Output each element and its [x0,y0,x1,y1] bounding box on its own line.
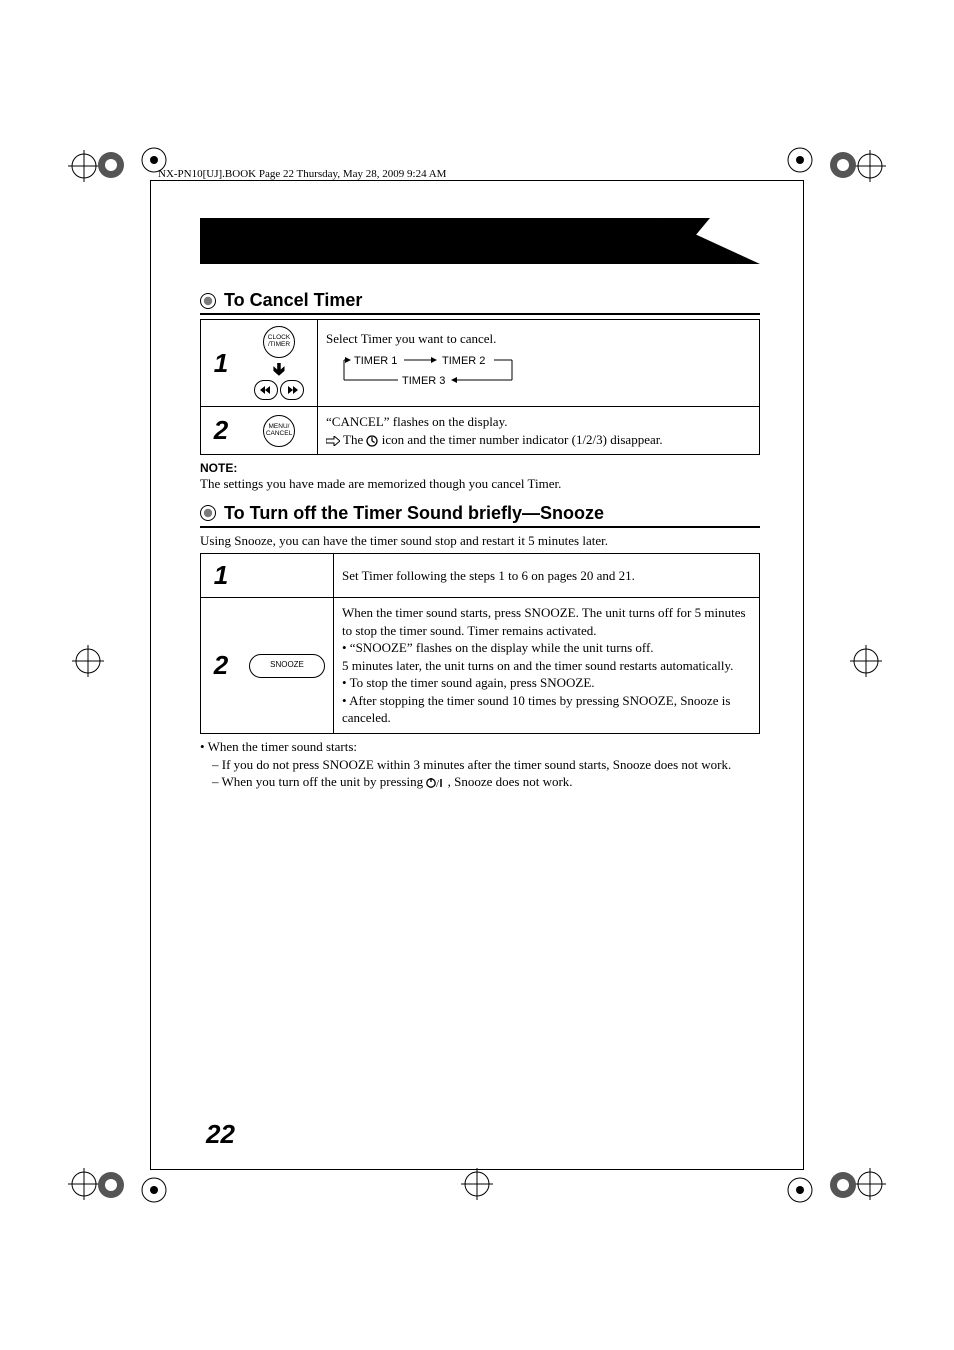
crop-bead-icon [140,1176,168,1204]
cancel-timer-table: 1 CLOCK /TIMER 🢃 Select Time [200,319,760,455]
footnote: • When the timer sound starts: [200,738,760,756]
cancel-result-text: The icon and the timer number indicator … [326,431,751,449]
footnote: – When you turn off the unit by pressing… [200,773,760,791]
prev-track-icon [254,380,278,400]
snooze-button-icon: SNOOZE [249,654,325,678]
step-body: Select Timer you want to cancel. TIMER 1… [318,320,760,407]
power-standby-icon: / [426,777,444,789]
crop-donut-icon [828,150,858,180]
step-number: 1 [201,320,242,407]
result-arrow-icon [326,436,340,446]
bullet-icon [200,293,216,309]
crop-mark-icon [854,1168,886,1200]
crop-mark-icon [850,645,882,677]
clock-timer-button-icon: CLOCK /TIMER [263,326,295,358]
step-icon-cell: SNOOZE [241,598,334,734]
crop-donut-icon [96,1170,126,1200]
running-header: NX-PN10[UJ].BOOK Page 22 Thursday, May 2… [158,168,446,180]
down-arrow-icon: 🢃 [273,360,286,378]
svg-text:TIMER 3: TIMER 3 [402,375,445,387]
step-icon-cell: CLOCK /TIMER 🢃 [241,320,318,407]
note-text: The settings you have made are memorized… [200,475,760,493]
section-title-cancel: To Cancel Timer [200,290,760,315]
footnote: – If you do not press SNOOZE within 3 mi… [200,756,760,774]
note-label: NOTE: [200,461,760,475]
snooze-line: 5 minutes later, the unit turns on and t… [342,657,751,675]
section-title-text: To Cancel Timer [224,290,362,311]
step-icon-cell [241,554,334,598]
section-title-text: To Turn off the Timer Sound briefly—Snoo… [224,503,604,524]
snooze-line: • “SNOOZE” flashes on the display while … [342,639,751,657]
step-number: 2 [201,407,242,455]
crop-mark-icon [72,645,104,677]
page-number: 22 [206,1119,235,1150]
timer-flow-diagram: TIMER 1 TIMER 2 TIMER 3 [326,352,586,392]
next-track-icon [280,380,304,400]
crop-bead-icon [140,146,168,174]
bullet-icon [200,505,216,521]
step-body: “CANCEL” flashes on the display. The ico… [318,407,760,455]
crop-bead-icon [786,146,814,174]
svg-text:TIMER 2: TIMER 2 [442,355,485,367]
crop-bead-icon [786,1176,814,1204]
crop-donut-icon [96,150,126,180]
step-body: Set Timer following the steps 1 to 6 on … [334,554,760,598]
section-title-snooze: To Turn off the Timer Sound briefly—Snoo… [200,503,760,528]
section-banner [200,218,760,264]
crop-donut-icon [828,1170,858,1200]
select-timer-text: Select Timer you want to cancel. [326,330,751,348]
step-number: 2 [201,598,242,734]
step-body: When the timer sound starts, press SNOOZ… [334,598,760,734]
menu-cancel-button-icon: MENU/ CANCEL [263,415,295,447]
snooze-line: When the timer sound starts, press SNOOZ… [342,604,751,639]
snooze-line: • After stopping the timer sound 10 time… [342,692,751,727]
svg-text:TIMER 1: TIMER 1 [354,355,397,367]
step-icon-cell: MENU/ CANCEL [241,407,318,455]
timer-icon [366,435,378,447]
snooze-intro: Using Snooze, you can have the timer sou… [200,532,760,550]
crop-mark-icon [461,1168,493,1200]
svg-text:/: / [436,778,440,789]
cancel-flash-text: “CANCEL” flashes on the display. [326,413,751,431]
snooze-line: • To stop the timer sound again, press S… [342,674,751,692]
step-number: 1 [201,554,242,598]
snooze-table: 1 Set Timer following the steps 1 to 6 o… [200,553,760,734]
crop-mark-icon [854,150,886,182]
